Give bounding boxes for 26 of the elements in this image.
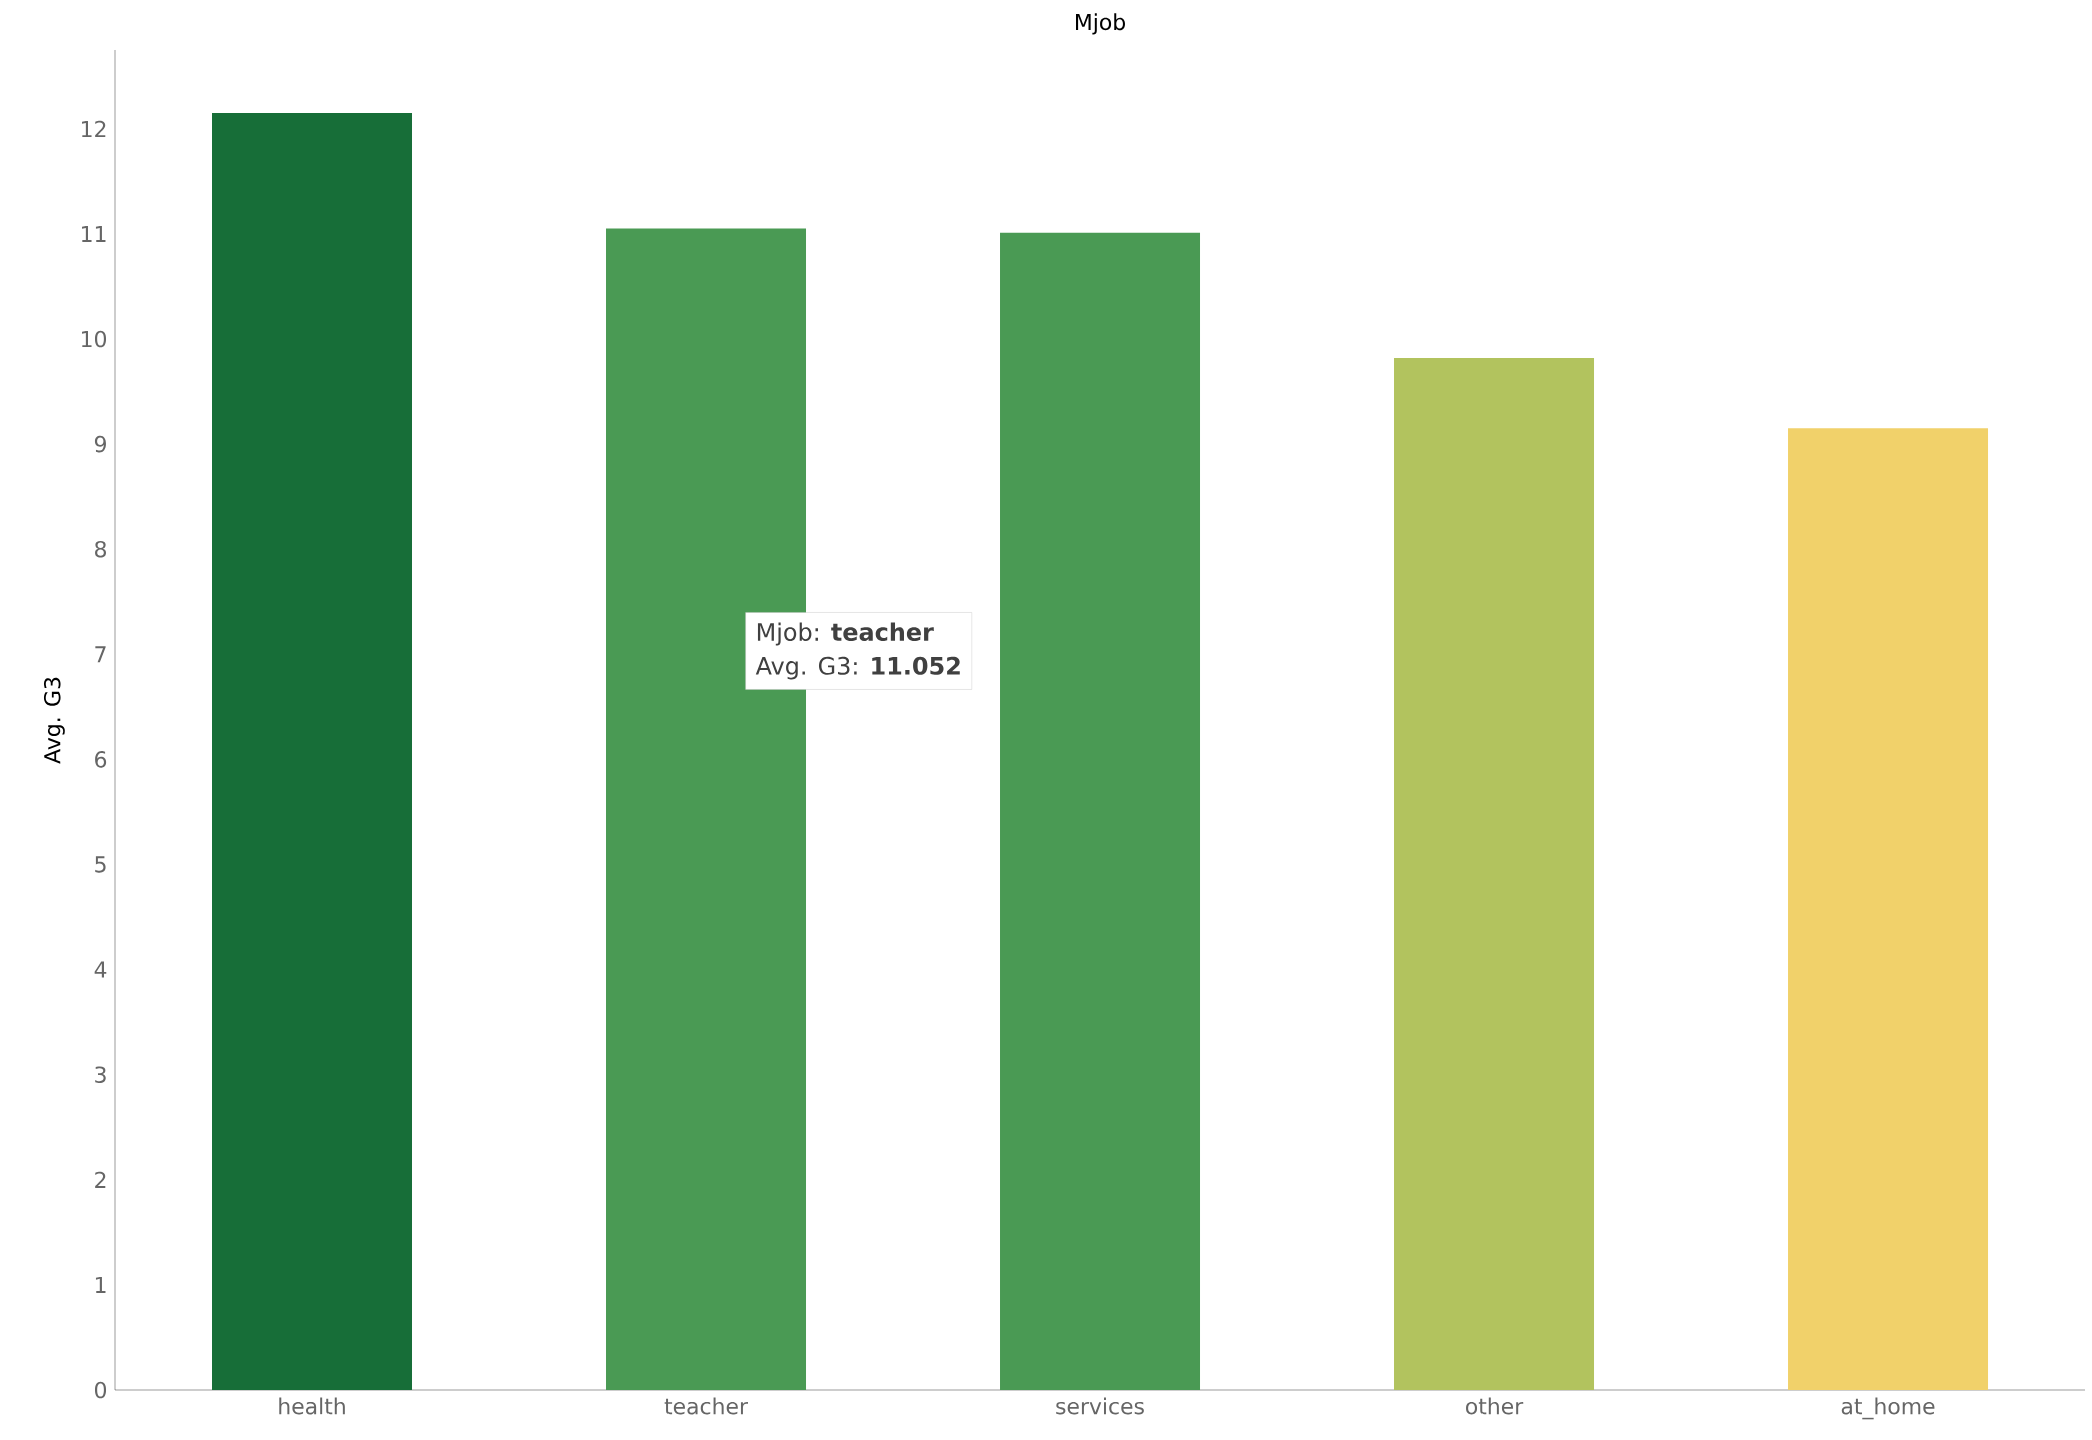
y-tick-label: 7 [95, 646, 106, 663]
y-tick-label: 5 [95, 856, 106, 873]
annotation: Mjob: teacher [757, 622, 934, 646]
annotation: Avg. G3: 11.052 [755, 656, 960, 680]
x-tick-label: at_home [1841, 1397, 1935, 1420]
bar [1000, 232, 1201, 1390]
y-tick-label: 2 [95, 1171, 106, 1188]
bar [1394, 357, 1595, 1390]
x-tick-label: teacher [664, 1397, 748, 1415]
bar [1788, 428, 1989, 1390]
y-axis-title: Avg. G3 [43, 677, 65, 764]
x-tick-label: other [1466, 1397, 1524, 1415]
y-tick-label: 4 [94, 961, 107, 978]
x-tick-label: services [1056, 1397, 1144, 1415]
y-tick-label: 10 [82, 330, 107, 348]
y-tick-label: 12 [82, 120, 106, 137]
y-tick-label: 6 [95, 751, 107, 768]
y-tick-label: 1 [95, 1276, 106, 1293]
x-tick-label: health [279, 1397, 345, 1415]
y-tick-label: 9 [94, 435, 106, 453]
chart-title: Mjob [1076, 13, 1125, 35]
y-tick-label: 8 [95, 540, 107, 558]
y-tick-label: 0 [94, 1381, 107, 1399]
y-tick-label: 11 [82, 225, 106, 242]
y-tick-label: 3 [95, 1066, 106, 1083]
bar [212, 113, 412, 1390]
